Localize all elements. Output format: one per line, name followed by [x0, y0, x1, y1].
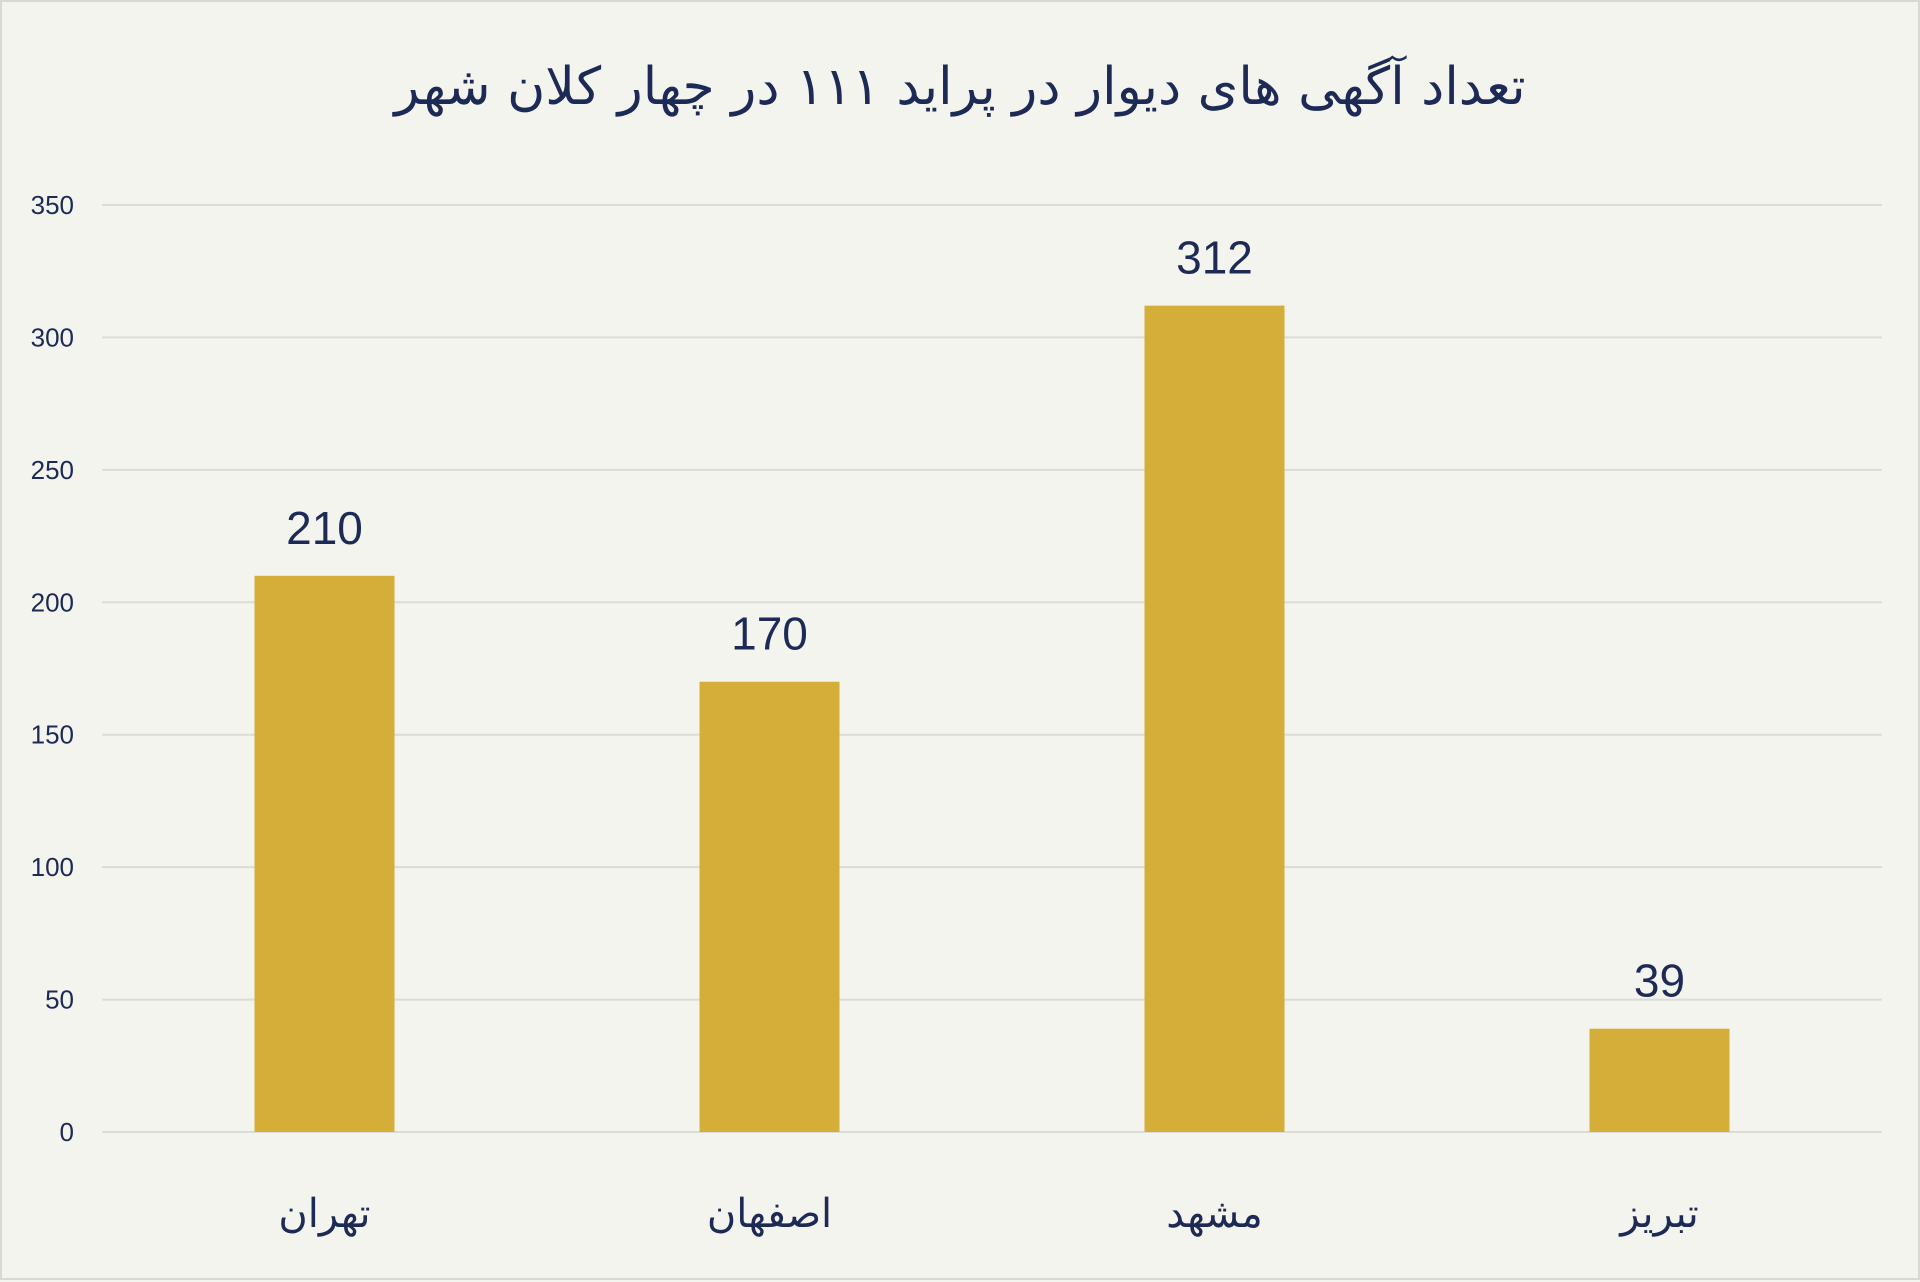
x-tick-label: تهران [278, 1191, 370, 1237]
y-tick-label: 300 [31, 322, 74, 352]
y-tick-label: 250 [31, 455, 74, 485]
data-labels: 210 170 312 39 [286, 232, 1685, 1007]
bar [1589, 1028, 1730, 1132]
data-label: 312 [1176, 232, 1253, 284]
bar [254, 575, 395, 1132]
bar [1144, 305, 1285, 1132]
data-label: 210 [286, 502, 363, 554]
x-tick-label: اصفهان [707, 1191, 832, 1237]
y-axis-ticks: 0 50 100 150 200 250 300 350 [31, 190, 74, 1147]
y-tick-label: 350 [31, 190, 74, 220]
bar [699, 681, 840, 1132]
data-label: 170 [731, 608, 808, 660]
data-label: 39 [1634, 955, 1685, 1007]
bars [254, 305, 1730, 1132]
y-tick-label: 50 [45, 985, 74, 1015]
y-tick-label: 100 [31, 852, 74, 882]
y-tick-label: 200 [31, 587, 74, 617]
x-axis-ticks: تهران اصفهان مشهد تبریز [278, 1191, 1698, 1237]
chart-title: تعداد آگهی های دیوار در پراید ۱۱۱ در چها… [394, 57, 1526, 117]
x-tick-label: مشهد [1166, 1191, 1263, 1237]
y-tick-label: 150 [31, 720, 74, 750]
grid-lines [102, 204, 1882, 1133]
y-tick-label: 0 [60, 1117, 74, 1147]
x-tick-label: تبریز [1618, 1191, 1698, 1237]
